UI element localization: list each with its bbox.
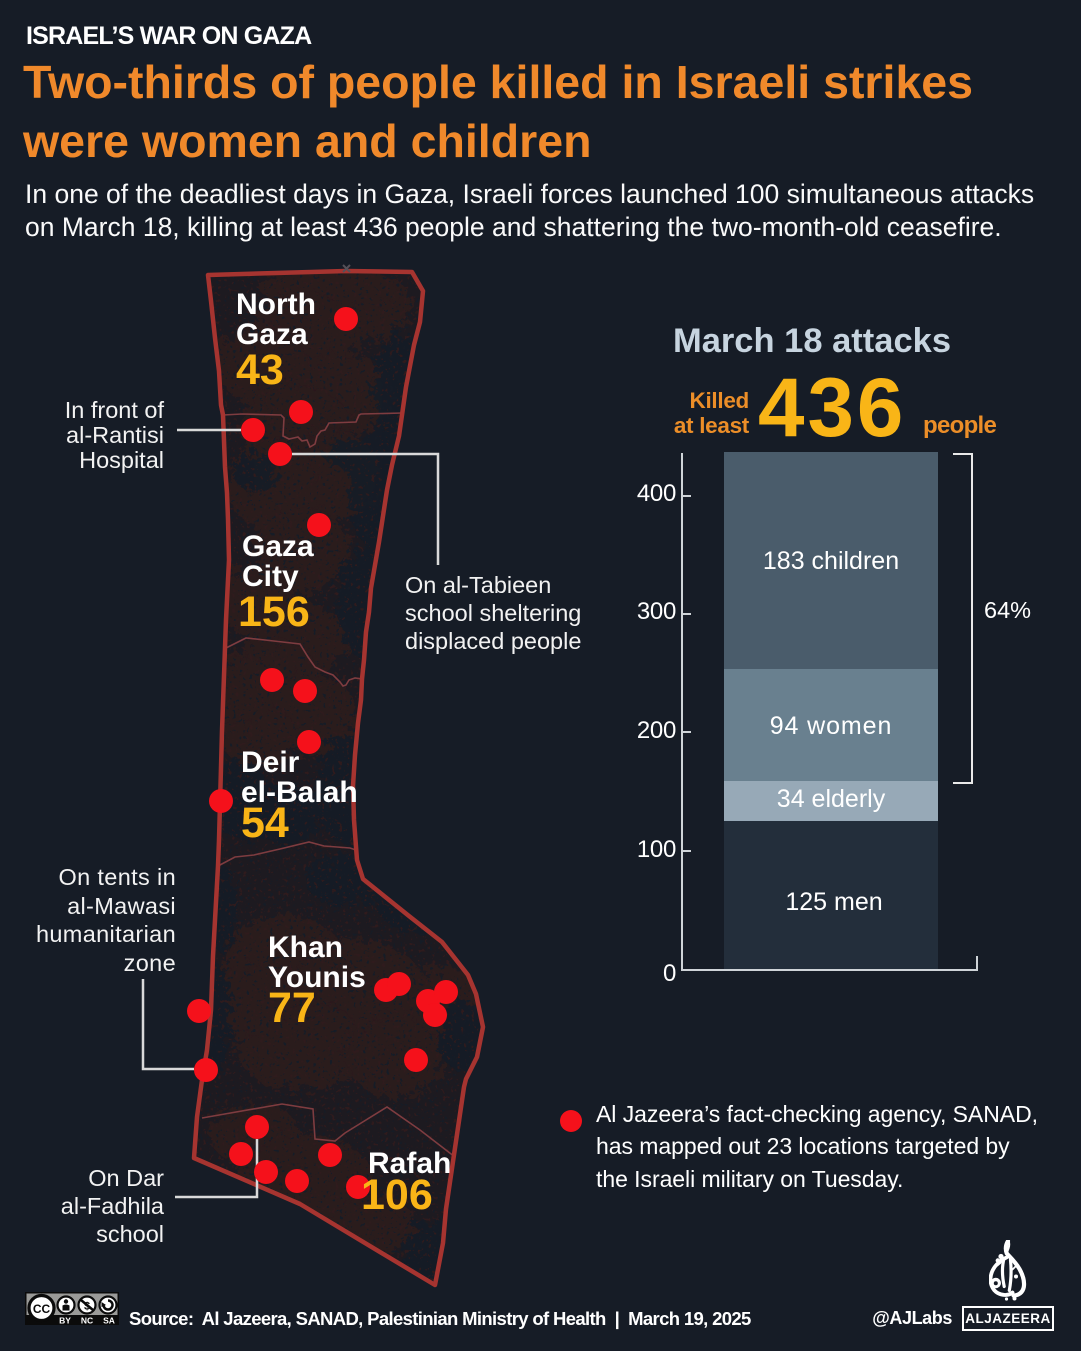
svg-text:SA: SA xyxy=(103,1316,115,1326)
svg-text:BY: BY xyxy=(59,1316,71,1326)
svg-text:$: $ xyxy=(84,1301,90,1313)
svg-text:NC: NC xyxy=(81,1316,93,1326)
svg-text:CC: CC xyxy=(33,1302,51,1316)
